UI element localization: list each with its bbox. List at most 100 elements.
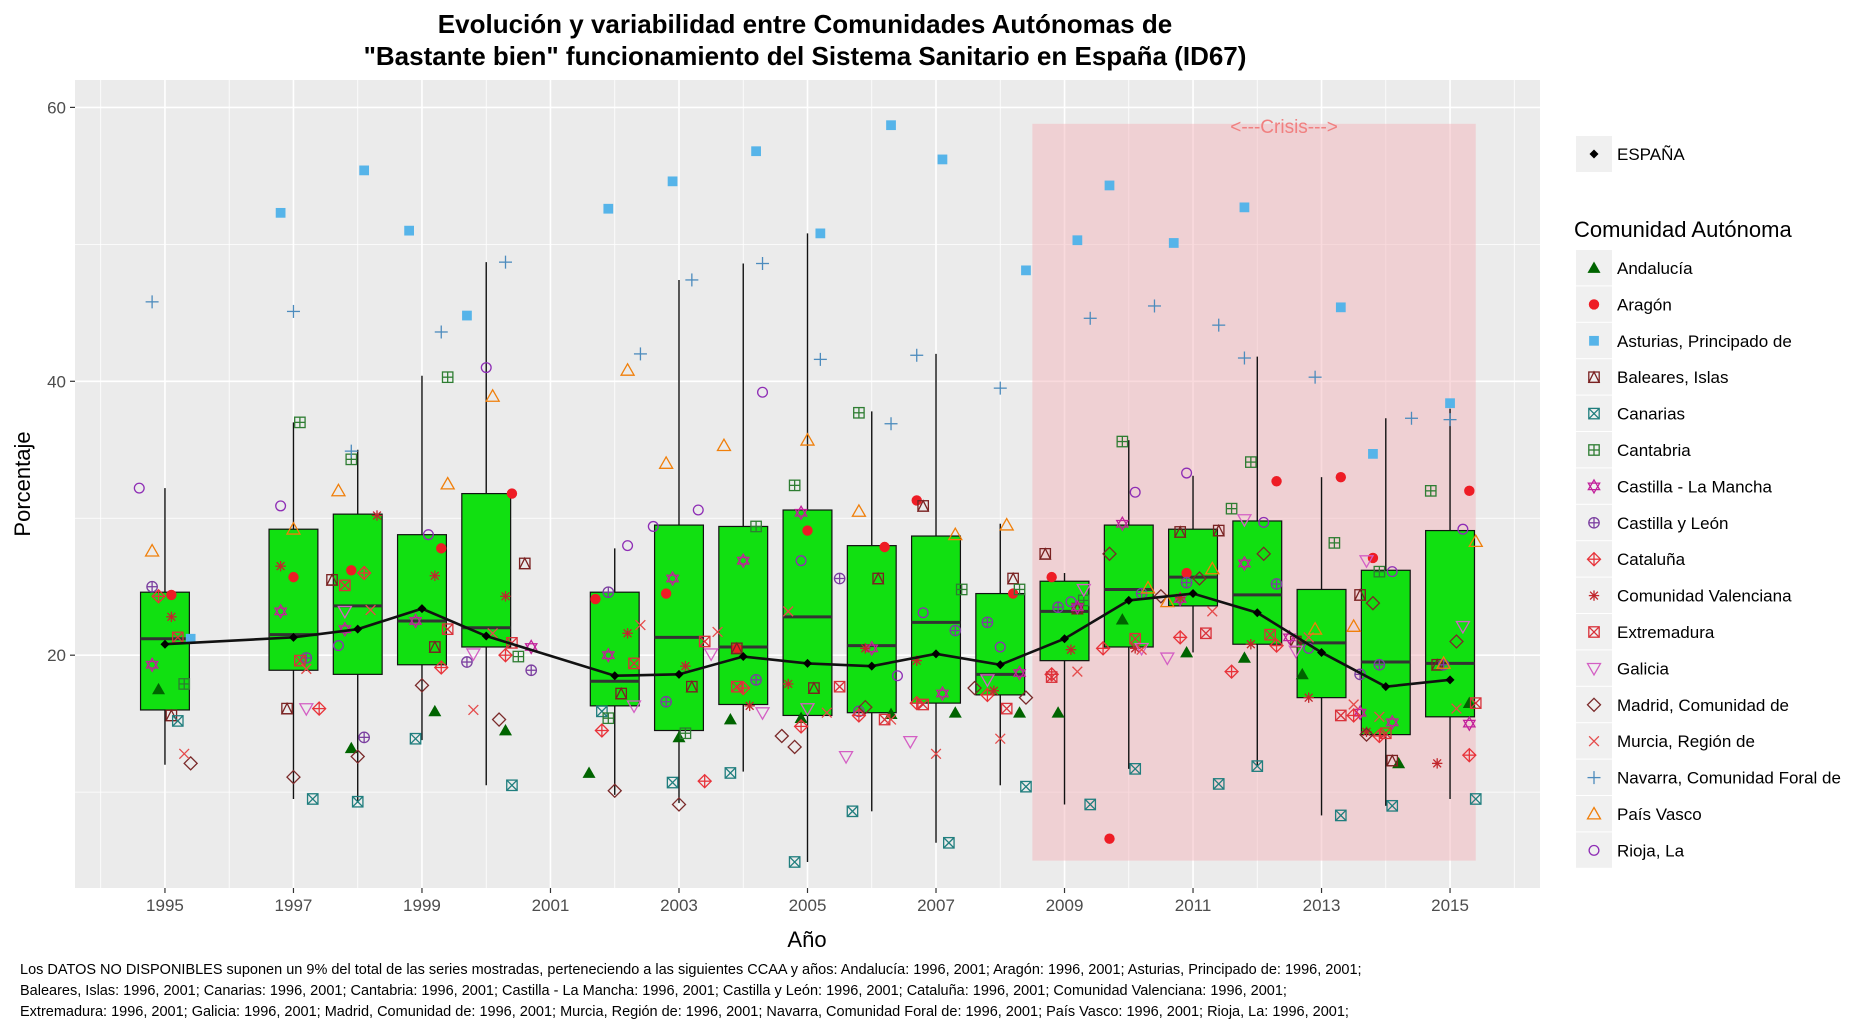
data-point [344,741,358,754]
data-point [930,748,942,760]
data-point [275,207,286,218]
legend-espana-marker [1589,149,1599,159]
marker-shape [1586,806,1602,820]
data-point [799,703,816,717]
marker-stroke [1588,407,1600,420]
marker-shape [280,701,294,715]
box [589,591,640,707]
data-point [750,673,762,686]
marker-stroke [506,779,518,791]
marker-shape [698,635,711,648]
data-point [665,570,680,587]
data-point [660,695,672,708]
box [718,525,769,706]
data-point [351,795,364,808]
marker-stroke [178,748,190,760]
y-axis: 20 40 60 [47,98,75,665]
legend-marker [1587,261,1601,273]
data-point [1431,758,1443,769]
marker-shape [1295,667,1309,680]
community-points [133,120,1484,868]
marker-shape [422,529,434,541]
marker-shape [1051,706,1065,718]
data-point [1368,448,1378,459]
espana-point [674,669,684,679]
marker-shape [979,674,996,688]
espana-point [1381,682,1391,692]
marker-stroke [1588,735,1600,747]
marker-shape [1282,633,1297,646]
box [653,524,705,732]
marker-shape [1180,645,1194,658]
legend-marker [1587,771,1601,785]
box [1232,520,1283,645]
marker-stroke [1213,778,1225,790]
marker-stroke [596,705,608,717]
marker-shape [1006,571,1020,585]
data-point [145,295,159,309]
data-point [1206,606,1218,617]
data-point [910,348,924,362]
data-point [1449,634,1464,649]
marker-shape [857,699,873,715]
marker-shape [1587,261,1601,273]
marker-shape [917,698,930,711]
data-point [871,571,885,585]
marker-shape [1455,620,1471,635]
data-point [788,856,801,868]
data-point [462,310,472,321]
marker-shape [185,633,196,644]
data-point [793,718,809,734]
legend-key-bg [1576,359,1612,395]
data-point [1006,571,1020,585]
data-point [582,766,596,778]
box [139,591,190,711]
data-point [1180,576,1193,589]
legend-marker [1588,444,1600,456]
marker-shape [931,649,941,659]
series-canarias [171,705,1482,868]
marker-shape [1134,642,1150,657]
marker-shape [851,503,867,517]
data-point [1462,696,1476,708]
data-point [596,705,608,718]
marker-shape [788,856,801,868]
data-point [294,416,306,429]
marker-shape [408,617,423,629]
marker-shape [350,749,366,764]
data-point [1335,471,1347,483]
marker-shape [1159,593,1175,608]
data-point [1451,703,1462,714]
marker-shape [1334,709,1347,722]
data-point [833,572,846,585]
data-point [1116,435,1129,448]
data-point [774,728,790,744]
data-point [311,701,327,717]
data-point [436,543,447,554]
data-point [499,724,513,736]
data-point [1237,555,1252,572]
data-point [480,362,492,374]
data-point [365,604,376,616]
data-point [1129,486,1141,498]
data-point [1295,667,1309,680]
data-point [1052,601,1064,614]
marker-shape [1587,482,1601,495]
marker-shape [864,640,879,653]
data-point [151,588,166,604]
data-point [1373,565,1386,578]
data-point [1455,620,1471,635]
marker-shape [667,176,678,187]
data-point [1072,666,1083,677]
marker-shape [1060,634,1070,644]
marker-shape [1168,238,1179,248]
data-point [802,525,813,536]
marker-shape [943,836,955,849]
legend: Comunidad Autónoma ESPAÑA Andalucía Aragón… [1574,136,1841,868]
caption-line-2: Baleares, Islas: 1996, 2001; Canarias: 1… [20,983,1287,999]
marker-shape [1018,690,1034,706]
marker-stroke [1200,627,1212,639]
marker-stroke [1588,626,1600,638]
legend-marker [1586,697,1602,713]
data-point [633,347,647,361]
